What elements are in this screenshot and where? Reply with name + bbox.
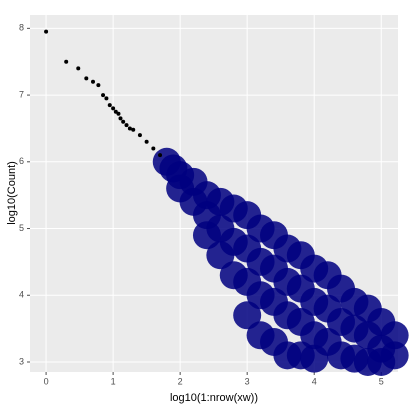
point [44, 29, 49, 34]
point [101, 93, 106, 98]
y-tick-label: 5 [19, 223, 24, 233]
point [124, 123, 129, 128]
y-tick-label: 3 [19, 356, 24, 366]
point [116, 111, 121, 116]
y-tick-label: 4 [19, 290, 24, 300]
y-tick-label: 8 [19, 23, 24, 33]
point [64, 59, 69, 64]
point [131, 127, 136, 132]
point [111, 106, 116, 111]
point [151, 146, 156, 151]
x-axis-label: log10(1:nrow(xw)) [170, 392, 258, 404]
point [76, 66, 81, 71]
point [96, 83, 101, 88]
label-cluster [380, 341, 409, 370]
label-cluster [380, 321, 409, 350]
point [137, 133, 142, 138]
point [121, 119, 126, 124]
x-tick-label: 1 [111, 376, 116, 386]
point [118, 116, 123, 121]
point [107, 103, 112, 108]
x-tick-label: 0 [44, 376, 49, 386]
x-tick-label: 3 [245, 376, 250, 386]
point [144, 139, 149, 144]
point [127, 126, 132, 131]
point [84, 76, 89, 81]
x-tick-label: 4 [312, 376, 317, 386]
point [104, 96, 109, 101]
point [158, 153, 163, 158]
y-axis-label: log10(Count) [6, 161, 18, 225]
label-cluster [233, 301, 262, 330]
x-tick-label: 2 [178, 376, 183, 386]
y-tick-label: 6 [19, 156, 24, 166]
y-tick-label: 7 [19, 89, 24, 99]
x-tick-label: 5 [379, 376, 384, 386]
point [91, 79, 96, 84]
